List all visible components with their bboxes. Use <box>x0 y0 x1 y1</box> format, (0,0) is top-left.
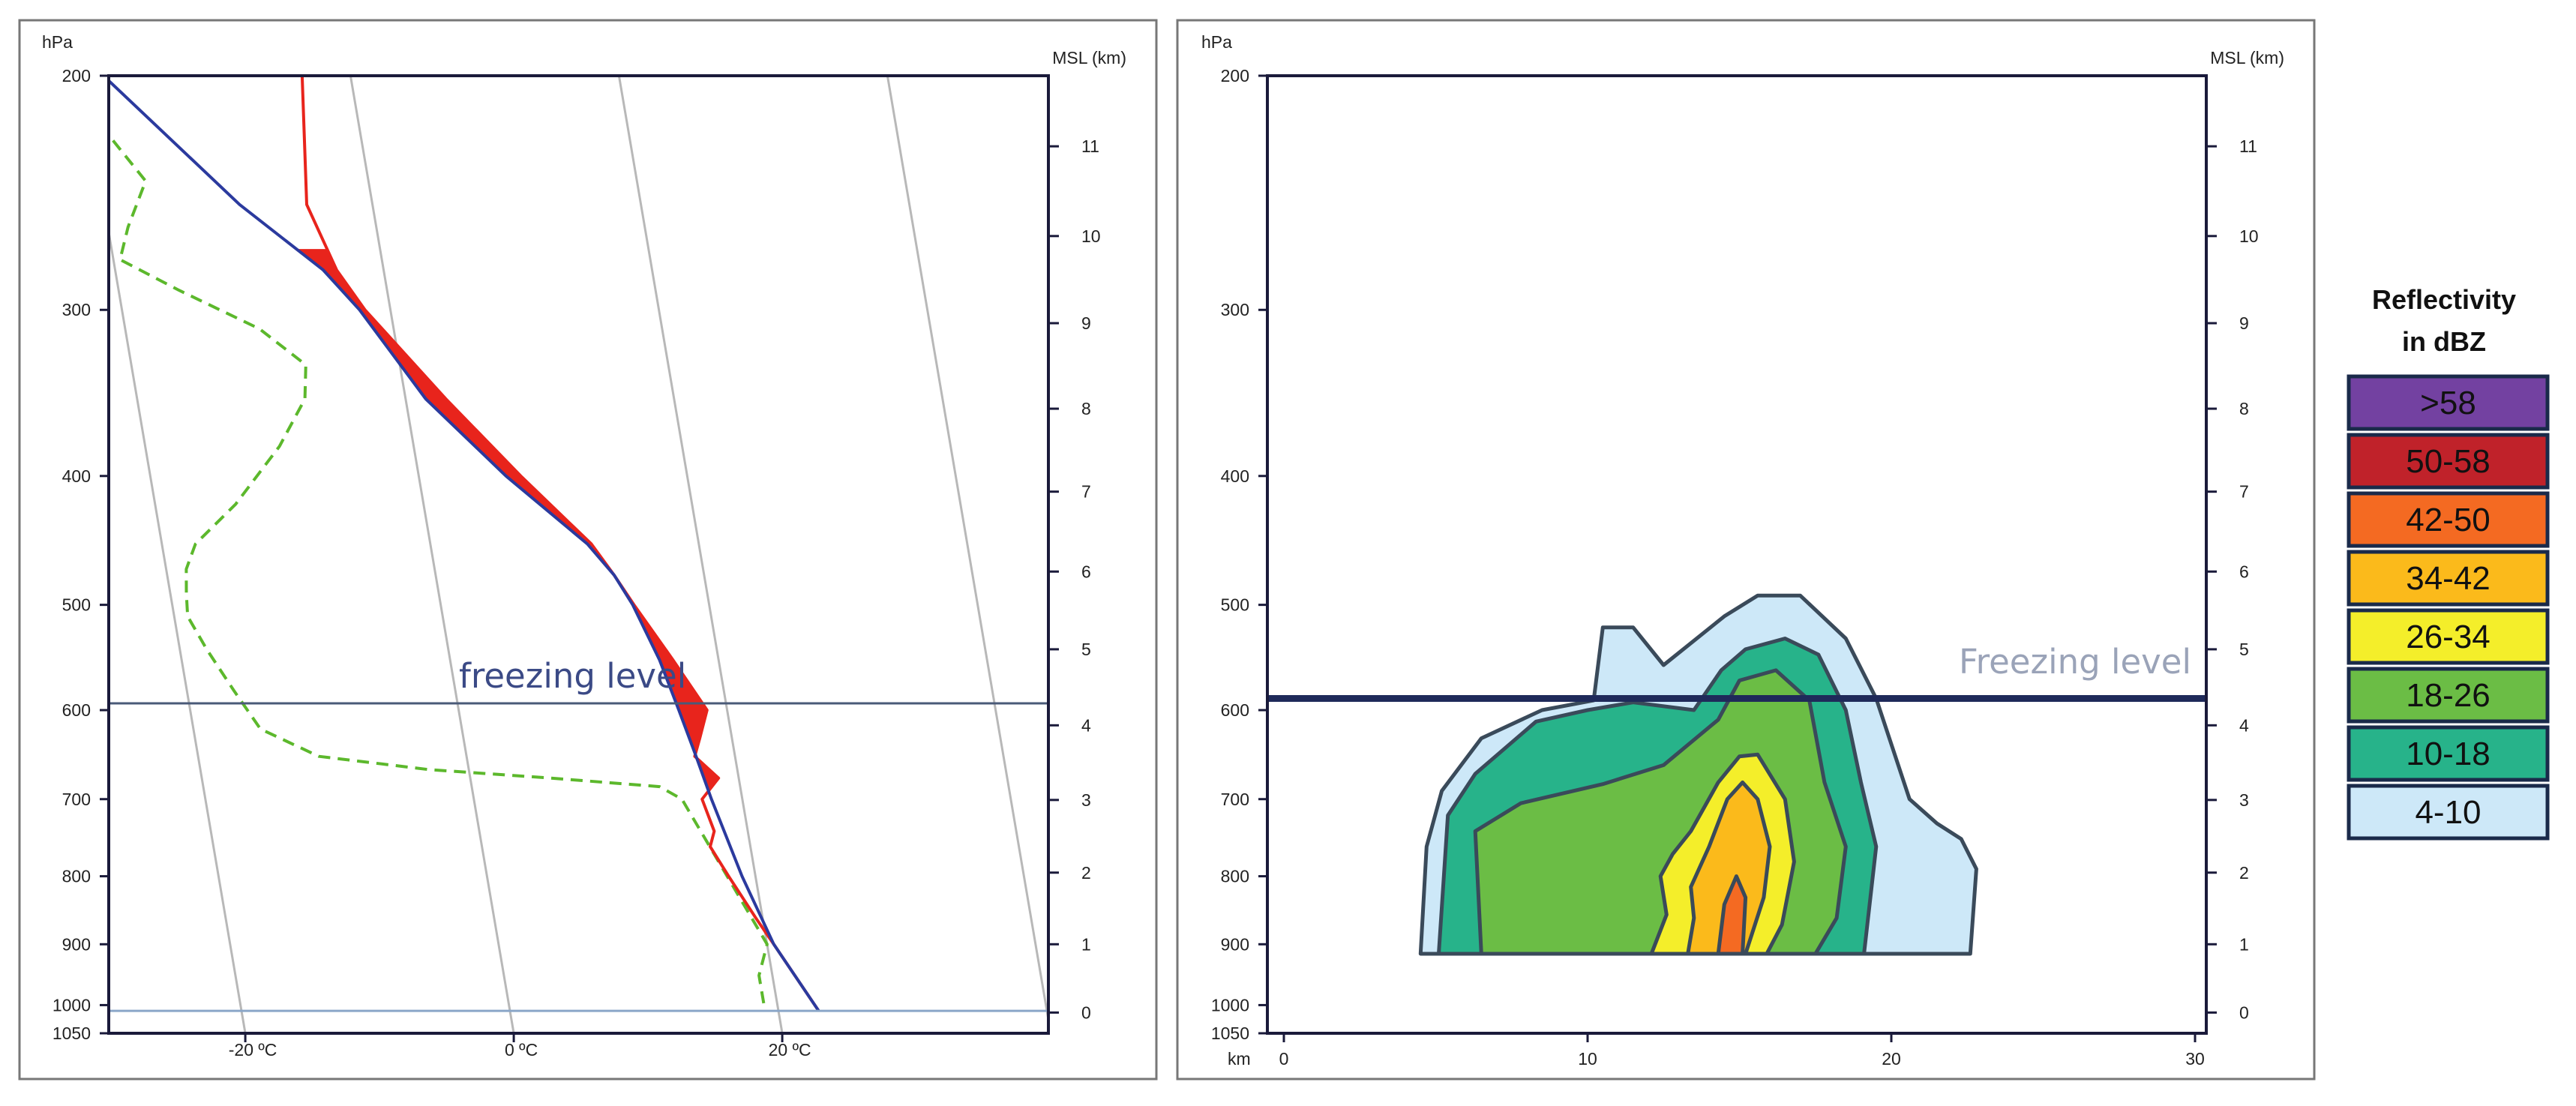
pressure-axis: 200 300 400 500 600 700 800 900 1000 1050 <box>1211 66 1267 1043</box>
sounding-lines <box>109 76 820 1012</box>
isotherm <box>886 76 1048 1027</box>
isotherm <box>617 76 784 1033</box>
pressure-tick-label: 900 <box>1221 934 1249 954</box>
height-tick-label: 7 <box>1081 482 1091 502</box>
pressure-unit: hPa <box>42 32 73 52</box>
distance-tick-label: 10 <box>1578 1049 1597 1069</box>
dewpoint-line <box>109 133 769 1012</box>
height-tick-label: 9 <box>2239 313 2249 333</box>
pressure-tick-label: 200 <box>1221 66 1249 85</box>
legend: Reflectivity in dBZ >58 50-58 42-50 34-42 26… <box>2347 284 2550 841</box>
height-tick-label: 8 <box>2239 399 2249 418</box>
parcel-line <box>109 78 820 1012</box>
legend-title: Reflectivity <box>2372 284 2516 315</box>
height-tick-label: 11 <box>2239 136 2257 156</box>
height-tick-label: 6 <box>2239 562 2249 581</box>
pressure-tick-label: 900 <box>62 934 91 954</box>
pressure-tick-label: 800 <box>62 867 91 886</box>
height-tick-label: 11 <box>1081 136 1099 156</box>
temperature-line <box>300 76 820 1012</box>
pressure-tick-label: 1000 <box>1211 995 1249 1015</box>
distance-tick-label: 0 <box>1279 1049 1289 1069</box>
legend-swatch <box>2347 433 2550 490</box>
legend-label: 42-50 <box>2406 502 2491 538</box>
height-unit: MSL (km) <box>1052 48 1126 67</box>
distance-axis: 0 10 20 30 <box>1279 1033 2205 1069</box>
skewt-diagram: freezing level hPa MSL (km) 200300400500… <box>42 32 1126 1060</box>
reflectivity-cross-section: Freezing level hPa MSL (km) km 200300400… <box>1201 32 2284 1069</box>
temperature-tick-label: 20 ºC <box>769 1040 811 1060</box>
pressure-tick-label: 400 <box>62 466 91 486</box>
legend-swatch <box>2347 667 2550 724</box>
height-tick-label: 10 <box>1081 226 1101 246</box>
pressure-tick-label: 500 <box>62 595 91 615</box>
temperature-axis: -20 ºC 0 ºC 20 ºC <box>229 1033 811 1060</box>
height-unit: MSL (km) <box>2210 48 2284 67</box>
pressure-tick-label: 1050 <box>1211 1024 1249 1043</box>
legend-swatch <box>2347 784 2550 841</box>
distance-tick-label: 20 <box>1882 1049 1901 1069</box>
pressure-tick-label: 300 <box>1221 300 1249 319</box>
pressure-tick-label: 1050 <box>52 1024 91 1043</box>
legend-swatch <box>2347 491 2550 548</box>
height-tick-label: 10 <box>2239 226 2259 246</box>
pressure-tick-label: 400 <box>1221 466 1249 486</box>
height-tick-label: 2 <box>1081 863 1091 883</box>
height-tick-label: 6 <box>1081 562 1091 581</box>
height-tick-label: 3 <box>2239 790 2249 810</box>
distance-tick-label: 30 <box>2185 1049 2205 1069</box>
legend-label: 10-18 <box>2406 736 2491 772</box>
reflectivity-contours <box>1418 593 1978 956</box>
legend-label: >58 <box>2420 385 2476 421</box>
height-axis: 0 1 2 3 4 5 6 7 8 9 10 11 <box>1048 136 1101 1022</box>
legend-swatch <box>2347 608 2550 665</box>
pressure-tick-label: 600 <box>1221 700 1249 720</box>
height-tick-label: 0 <box>2239 1003 2249 1022</box>
pressure-tick-label: 800 <box>1221 867 1249 886</box>
plot-area <box>107 74 1050 1035</box>
temperature-tick-label: -20 ºC <box>229 1040 277 1060</box>
legend-label: 26-34 <box>2406 619 2491 655</box>
pressure-unit: hPa <box>1201 32 1232 52</box>
reflectivity-contour-42-50 <box>1716 874 1748 956</box>
legend-swatch <box>2347 550 2550 607</box>
pressure-tick-label: 600 <box>62 700 91 720</box>
height-tick-label: 8 <box>1081 399 1091 418</box>
legend-label: 34-42 <box>2406 560 2491 597</box>
legend-label: 50-58 <box>2406 443 2491 480</box>
reflectivity-contour-34-42 <box>1686 780 1772 956</box>
height-tick-label: 1 <box>1081 934 1091 954</box>
height-tick-label: 7 <box>2239 482 2249 502</box>
pressure-tick-label: 300 <box>62 300 91 319</box>
height-tick-label: 5 <box>2239 640 2249 659</box>
plot-area <box>1266 74 2208 1035</box>
pressure-tick-label: 200 <box>62 66 91 85</box>
pressure-tick-label: 500 <box>1221 595 1249 615</box>
height-tick-label: 2 <box>2239 863 2249 883</box>
distance-unit: km <box>1228 1049 1251 1069</box>
height-tick-label: 4 <box>1081 715 1091 735</box>
freezing-level-label: freezing level <box>459 656 686 696</box>
legend-swatch <box>2347 725 2550 782</box>
legend-label: 18-26 <box>2406 677 2491 714</box>
height-axis: 0 1 2 3 4 5 6 7 8 9 10 11 <box>2206 136 2259 1022</box>
legend-swatch <box>2347 374 2550 431</box>
height-tick-label: 5 <box>1081 640 1091 659</box>
legend-label: 4-10 <box>2415 794 2481 831</box>
temperature-tick-label: 0 ºC <box>505 1040 538 1060</box>
height-tick-label: 3 <box>1081 790 1091 810</box>
pressure-tick-label: 700 <box>1221 790 1249 809</box>
legend-title-unit: in dBZ <box>2402 326 2486 357</box>
freezing-level-label: Freezing level <box>1959 642 2191 682</box>
height-tick-label: 4 <box>2239 715 2249 735</box>
pressure-tick-label: 1000 <box>52 995 91 1015</box>
height-tick-label: 0 <box>1081 1003 1091 1022</box>
pressure-axis: 200 300 400 500 600 700 800 900 1000 1050 <box>52 66 109 1043</box>
pressure-tick-label: 700 <box>62 790 91 809</box>
sounding-panel-frame <box>18 19 1158 1081</box>
height-tick-label: 1 <box>2239 934 2249 954</box>
isotherm <box>349 76 515 1033</box>
height-tick-label: 9 <box>1081 313 1091 333</box>
